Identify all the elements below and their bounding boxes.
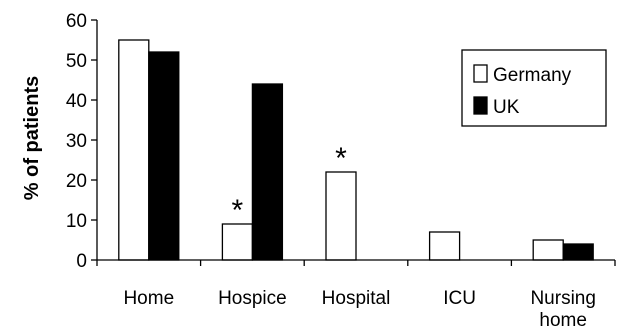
annotations-group: ** [232, 142, 348, 227]
y-tick-label: 0 [76, 251, 87, 272]
bars-group [118, 39, 594, 261]
y-tick-label: 40 [66, 91, 87, 112]
bar-germany-home [118, 39, 150, 261]
bar-germany-icu [428, 231, 461, 261]
y-tick-label: 50 [66, 51, 87, 72]
x-tick-label: Hospice [218, 288, 287, 309]
x-tick-label: Nursing home [530, 288, 595, 331]
y-tick-label: 10 [66, 211, 87, 232]
x-tick-label: ICU [443, 288, 476, 309]
legend-label-germany: Germany [493, 65, 572, 86]
bar-uk-home [148, 51, 180, 261]
y-tick-label: 60 [66, 11, 87, 32]
y-axis-label: % of patients [21, 76, 43, 200]
significance-marker: * [232, 194, 244, 227]
legend-swatch-uk [473, 96, 488, 115]
y-axis: 0 10 20 30 40 50 60 [66, 11, 98, 272]
x-axis: Home Hospice Hospital ICU Nursing home [96, 259, 616, 331]
bar-germany-hospital [325, 171, 357, 261]
legend-swatch-germany [473, 64, 488, 83]
legend-label-uk: UK [493, 97, 520, 118]
bar-germany-nursing-home [532, 239, 564, 261]
y-tick-label: 30 [66, 131, 87, 152]
bar-uk-nursing-home [562, 243, 594, 261]
x-tick-label: Home [123, 288, 174, 309]
bar-uk-hospice [251, 83, 284, 261]
x-tick-label: Hospital [322, 288, 391, 309]
significance-marker: * [335, 142, 347, 175]
legend: Germany UK [461, 49, 607, 127]
y-tick-label: 20 [66, 171, 87, 192]
bar-germany-hospice [221, 223, 254, 261]
